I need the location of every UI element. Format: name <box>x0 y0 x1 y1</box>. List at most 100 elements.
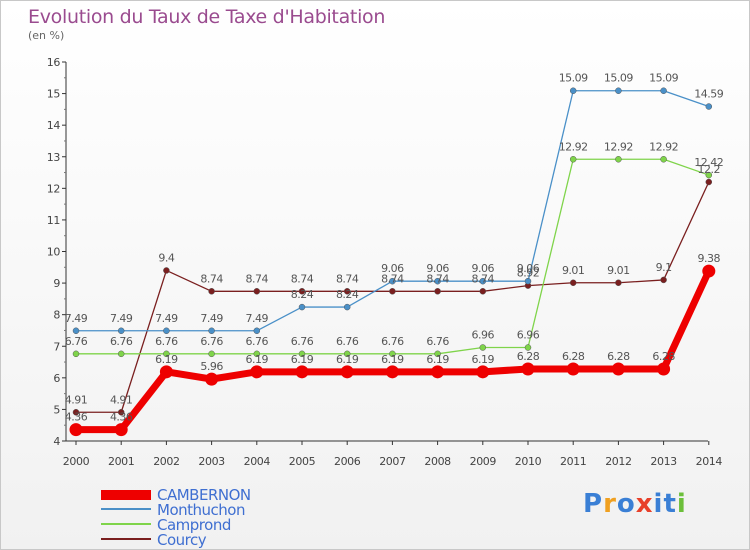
data-point-courcy <box>615 279 622 287</box>
data-label-courcy: 8.74 <box>426 272 449 285</box>
legend-swatch <box>101 508 151 510</box>
data-point-camprond <box>253 350 261 358</box>
data-point-camprond <box>434 350 441 358</box>
y-tick-label: 15 <box>47 88 61 101</box>
data-label-camprond: 6.96 <box>472 329 495 342</box>
logo-letter: i <box>676 489 687 519</box>
data-label-courcy: 8.74 <box>291 272 314 285</box>
data-point-camprond <box>163 350 170 358</box>
data-point-cambernon <box>431 365 445 379</box>
logo-letter: P <box>583 489 604 519</box>
data-point-cambernon <box>657 362 671 376</box>
data-label-cambernon: 6.19 <box>291 353 314 366</box>
x-tick-label: 2009 <box>470 455 497 468</box>
data-point-cambernon <box>340 365 354 379</box>
data-label-monthuchon: 9.06 <box>426 262 449 275</box>
data-label-monthuchon: 9.06 <box>472 262 495 275</box>
data-label-monthuchon: 7.49 <box>246 312 269 325</box>
data-point-monthuchon <box>163 327 170 335</box>
data-point-camprond <box>389 350 396 358</box>
data-label-camprond: 6.96 <box>517 329 540 342</box>
data-point-camprond <box>72 350 80 358</box>
y-tick-label: 10 <box>47 246 61 259</box>
data-point-monthuchon <box>524 277 532 285</box>
data-point-courcy <box>117 409 125 416</box>
data-point-cambernon <box>476 365 490 379</box>
data-point-cambernon <box>702 264 716 278</box>
data-label-camprond: 6.76 <box>381 335 404 348</box>
data-point-courcy <box>163 267 170 274</box>
data-label-cambernon: 6.28 <box>652 350 675 363</box>
data-point-monthuchon <box>253 327 261 335</box>
data-point-cambernon <box>566 362 580 376</box>
data-label-monthuchon: 7.49 <box>65 312 88 325</box>
data-point-cambernon <box>69 423 83 437</box>
data-label-cambernon: 6.19 <box>246 353 269 366</box>
data-point-monthuchon <box>298 303 306 311</box>
data-label-camprond: 6.76 <box>155 335 178 348</box>
x-tick-label: 2013 <box>650 455 677 468</box>
y-tick-label: 12 <box>47 182 60 195</box>
data-label-camprond: 6.76 <box>110 335 133 348</box>
data-label-courcy: 4.91 <box>110 393 133 406</box>
data-label-camprond: 6.76 <box>200 335 223 348</box>
data-point-camprond <box>117 350 125 358</box>
data-point-courcy <box>479 288 487 295</box>
data-label-courcy: 8.92 <box>517 267 540 280</box>
data-point-monthuchon <box>660 87 667 94</box>
y-tick-label: 6 <box>53 372 60 385</box>
data-point-monthuchon <box>117 327 125 335</box>
data-label-cambernon: 6.19 <box>472 353 495 366</box>
data-point-camprond <box>705 171 713 179</box>
data-label-cambernon: 6.19 <box>426 353 449 366</box>
data-label-courcy: 8.74 <box>472 272 495 285</box>
x-tick-label: 2010 <box>515 455 542 468</box>
data-label-courcy: 8.74 <box>200 272 223 285</box>
data-label-monthuchon: 7.49 <box>200 312 223 325</box>
data-point-camprond <box>343 350 351 358</box>
data-label-monthuchon: 14.59 <box>694 88 723 101</box>
legend-swatch <box>101 523 151 525</box>
legend-swatch <box>101 538 151 540</box>
data-label-cambernon: 6.28 <box>562 350 585 363</box>
data-label-camprond: 12.42 <box>694 156 723 169</box>
y-tick-label: 13 <box>47 151 61 164</box>
data-label-cambernon: 4.36 <box>110 411 133 424</box>
data-point-cambernon <box>114 423 128 437</box>
data-label-monthuchon: 15.09 <box>649 72 678 85</box>
data-point-monthuchon <box>72 327 80 335</box>
data-label-cambernon: 9.38 <box>698 252 721 265</box>
x-tick-label: 2003 <box>198 455 225 468</box>
y-tick-label: 5 <box>53 403 60 416</box>
data-label-monthuchon: 9.06 <box>381 262 404 275</box>
data-point-courcy <box>253 288 261 295</box>
data-label-cambernon: 6.28 <box>517 350 540 363</box>
data-point-cambernon <box>295 365 309 379</box>
legend-label: Camprond <box>157 516 231 534</box>
data-label-camprond: 6.76 <box>65 335 88 348</box>
data-label-monthuchon: 9.06 <box>517 262 540 275</box>
data-point-camprond <box>479 344 487 351</box>
data-point-cambernon <box>385 365 399 379</box>
data-point-camprond <box>660 156 667 163</box>
data-label-monthuchon: 8.24 <box>291 288 314 301</box>
data-label-camprond: 12.92 <box>649 140 678 153</box>
data-label-monthuchon: 15.09 <box>559 72 588 85</box>
data-label-courcy: 4.91 <box>65 393 88 406</box>
legend-label: Courcy <box>157 531 207 549</box>
x-tick-label: 2001 <box>108 455 134 468</box>
data-point-courcy <box>705 178 713 186</box>
y-tick-label: 9 <box>53 277 60 290</box>
legend-label: Monthuchon <box>157 501 245 519</box>
y-tick-label: 8 <box>53 309 60 322</box>
logo-letter: r <box>603 489 617 519</box>
series-line-monthuchon <box>76 90 710 332</box>
data-label-monthuchon: 8.24 <box>336 288 359 301</box>
data-label-cambernon: 6.19 <box>155 353 178 366</box>
data-label-monthuchon: 7.49 <box>110 312 133 325</box>
proxiti-logo: Proxiti <box>583 489 687 519</box>
data-label-camprond: 12.92 <box>604 140 633 153</box>
data-point-cambernon <box>521 362 535 376</box>
data-point-cambernon <box>205 372 219 386</box>
